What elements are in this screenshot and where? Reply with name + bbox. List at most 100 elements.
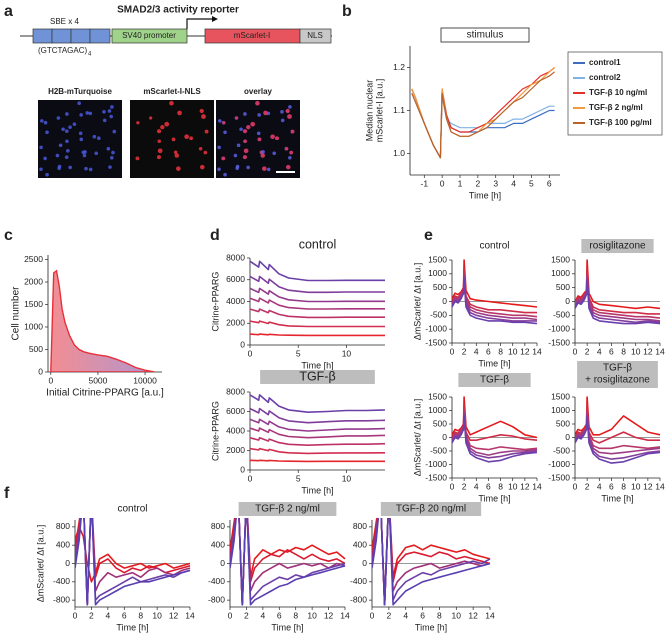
- reporter-label: mScarlet-I: [234, 31, 270, 40]
- chart-title: TGF-β 20 ng/ml: [396, 504, 466, 515]
- x-tick-label: 2: [89, 610, 94, 620]
- series-line: [372, 518, 491, 606]
- chart: 0 2 4 6 8 10 12 14 -800 -400 0 400 800 Time [h] TGF-β …: [350, 502, 495, 632]
- legend-label: control2: [589, 73, 621, 82]
- y-tick-label: 1500: [428, 254, 447, 264]
- series-line: [250, 447, 386, 455]
- series-line: [452, 259, 538, 308]
- y-tick-label: 1500: [428, 391, 447, 401]
- plot-area: [452, 396, 538, 463]
- y-tick-label: -1500: [425, 472, 447, 482]
- nucleus: [64, 155, 69, 159]
- y-tick-label: 500: [433, 282, 447, 292]
- panel-label: d: [210, 227, 220, 244]
- series-line: [75, 518, 191, 606]
- x-tick-label: 14: [655, 481, 665, 491]
- nucleus: [223, 130, 227, 135]
- y-tick-label: 6000: [226, 406, 245, 416]
- x-axis-label: Time [h]: [116, 622, 148, 632]
- chart: 0 5000 10000 0 500 1000 1500 2000 2500 Initial Ci…: [11, 254, 164, 399]
- y-tick-label: 2500: [24, 254, 43, 264]
- y-tick-label: 4000: [226, 425, 245, 435]
- series-line: [452, 415, 538, 459]
- y-tick-label: 0: [565, 296, 570, 306]
- chart-title: rosiglitazone: [589, 241, 646, 252]
- series-line: [75, 526, 191, 583]
- y-axis-label: Citrine-PPARG: [210, 272, 220, 332]
- x-tick-label: 12: [520, 481, 530, 491]
- x-tick-label: 4: [511, 178, 516, 188]
- nucleus: [260, 153, 266, 158]
- x-tick-label: 0: [370, 610, 375, 620]
- nucleus: [109, 114, 114, 119]
- x-tick-label: 4: [260, 610, 265, 620]
- tss-arrow: [186, 18, 212, 29]
- nucleus: [262, 166, 267, 171]
- x-tick-label: 10: [452, 610, 462, 620]
- panel-label: e: [424, 227, 433, 244]
- y-tick-label: -800: [208, 594, 225, 604]
- x-tick-label: 6: [486, 481, 491, 491]
- nucleus: [65, 112, 69, 116]
- x-axis-label: Time [h]: [301, 485, 333, 495]
- chart-title: TGF-β: [603, 363, 632, 374]
- plot-area: [50, 269, 155, 372]
- y-tick-label: 1000: [551, 405, 570, 415]
- title-box: [380, 502, 482, 516]
- nucleus: [66, 149, 70, 153]
- nucleus: [79, 113, 83, 117]
- series-line: [452, 278, 537, 322]
- y-tick-label: 2000: [24, 276, 43, 286]
- nucleus: [286, 164, 291, 170]
- x-tick-label: 10000: [133, 375, 157, 385]
- x-tick-label: 0: [73, 610, 78, 620]
- sequence-subscript: 4: [88, 52, 92, 58]
- series-line: [411, 88, 555, 159]
- nucleus: [92, 134, 97, 139]
- nucleus: [290, 129, 295, 134]
- y-tick-label: -500: [553, 445, 570, 455]
- nucleus: [45, 130, 49, 135]
- nucleus: [242, 129, 248, 134]
- nucleus: [280, 110, 284, 114]
- title-box: [260, 370, 375, 384]
- x-tick-label: 8: [498, 346, 503, 356]
- series-line: [575, 275, 661, 322]
- x-tick-label: 6: [420, 610, 425, 620]
- y-tick-label: 1000: [551, 268, 570, 278]
- title-box: [458, 373, 531, 387]
- x-tick-label: 2: [244, 610, 249, 620]
- nucleus: [263, 110, 268, 116]
- plot-area: [250, 260, 385, 337]
- y-tick-label: 1500: [551, 254, 570, 264]
- sequence-label: (GTCTAGAC): [38, 46, 88, 55]
- tss-arrowhead: [212, 16, 218, 22]
- x-tick-label: -1: [421, 178, 429, 188]
- x-tick-label: 6: [122, 610, 127, 620]
- nucleus: [235, 116, 239, 120]
- x-tick-label: 10: [307, 610, 317, 620]
- chart: 0 2 4 6 8 10 12 14-1500-1000-500050010001500Tim…: [548, 361, 665, 503]
- promoter-box: [111, 28, 188, 44]
- nucleus: [157, 139, 161, 144]
- plot-area: [230, 518, 346, 606]
- y-tick-label: 500: [433, 418, 447, 428]
- nucleus: [135, 156, 140, 161]
- x-tick-label: 8: [621, 346, 626, 356]
- y-tick-label: 8000: [226, 386, 245, 396]
- x-tick-label: 4: [597, 346, 602, 356]
- nucleus: [200, 164, 205, 170]
- nucleus: [266, 167, 271, 172]
- legend-label: TGF-β 100 pg/ml: [589, 118, 652, 127]
- chart-title: control: [479, 241, 509, 252]
- nucleus: [82, 153, 87, 158]
- series-line: [250, 287, 385, 303]
- nucleus: [171, 137, 176, 142]
- nucleus: [222, 121, 226, 125]
- chart-title: stimulus: [467, 30, 504, 41]
- y-tick-label: 1500: [551, 391, 570, 401]
- panel-label: f: [4, 485, 10, 502]
- y-tick-label: 500: [29, 344, 43, 354]
- x-axis-label: Initial Citrine-PPARG [a.u.]: [46, 388, 164, 399]
- x-tick-label: 2: [462, 346, 467, 356]
